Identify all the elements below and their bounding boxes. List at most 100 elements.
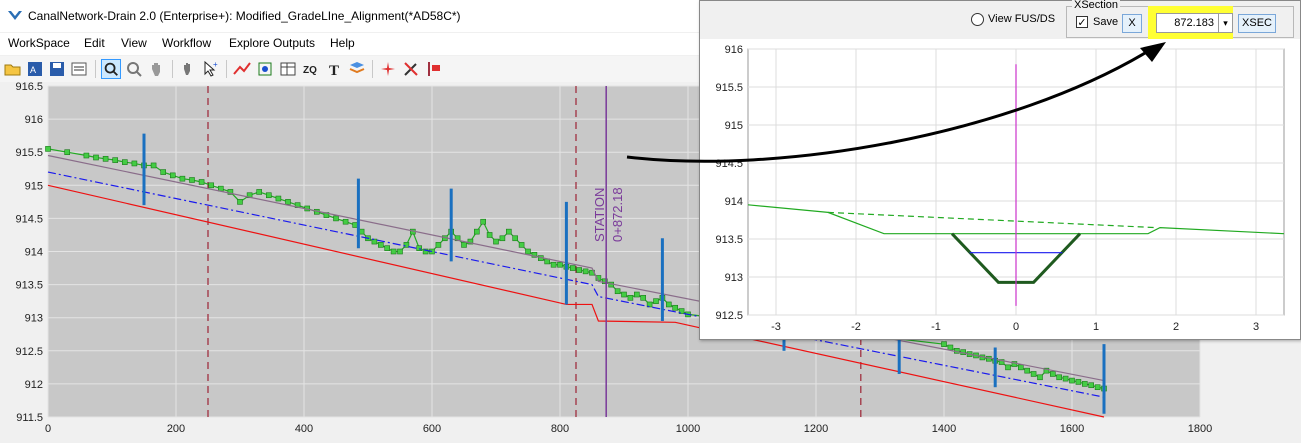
y-tick-label: 916 bbox=[725, 44, 743, 56]
menu-workflow[interactable]: Workflow bbox=[162, 36, 212, 50]
ground-point bbox=[550, 261, 557, 268]
save-as-icon[interactable]: A bbox=[25, 59, 45, 79]
save-checkbox[interactable]: ✓ bbox=[1076, 16, 1088, 29]
ground-point bbox=[525, 248, 531, 255]
y-tick-label: 912.5 bbox=[715, 310, 743, 322]
pan-hand-icon[interactable] bbox=[147, 59, 167, 79]
ground-point bbox=[1043, 367, 1050, 374]
open-folder-icon[interactable] bbox=[3, 59, 23, 79]
y-tick-label: 915.5 bbox=[715, 82, 743, 94]
select-hand-icon[interactable] bbox=[178, 59, 198, 79]
ground-point bbox=[390, 248, 397, 255]
ground-point bbox=[1030, 371, 1037, 377]
save-disk-icon[interactable] bbox=[47, 59, 67, 79]
ground-point bbox=[640, 295, 647, 301]
grid-select-icon[interactable] bbox=[255, 59, 275, 79]
ground-point bbox=[422, 248, 429, 255]
ground-point bbox=[1037, 374, 1043, 381]
magnify-icon[interactable] bbox=[124, 59, 144, 79]
layers-icon[interactable] bbox=[347, 59, 367, 79]
x-tick-label: -2 bbox=[851, 321, 861, 333]
xsection-group-title: XSection bbox=[1072, 0, 1121, 11]
text-icon[interactable]: T bbox=[324, 59, 344, 79]
ground-point bbox=[461, 242, 467, 248]
y-tick-label: 913.5 bbox=[715, 234, 743, 246]
spark-icon[interactable] bbox=[378, 59, 398, 79]
ground-point bbox=[160, 169, 166, 175]
menu-help[interactable]: Help bbox=[330, 36, 355, 50]
ground-point bbox=[665, 301, 672, 308]
ground-point bbox=[1094, 384, 1101, 391]
ground-point bbox=[601, 278, 608, 285]
table-icon[interactable] bbox=[278, 59, 298, 79]
x-tick-label: 600 bbox=[423, 423, 441, 435]
ground-point bbox=[45, 146, 51, 152]
station-marker-icon[interactable] bbox=[424, 59, 444, 79]
ground-point bbox=[467, 238, 474, 245]
x-tick-label: 400 bbox=[295, 423, 313, 435]
station-label-line2: 0+872.18 bbox=[610, 187, 625, 242]
ground-point bbox=[122, 159, 128, 165]
y-tick-label: 912 bbox=[25, 379, 43, 391]
x-tick-label: 1 bbox=[1093, 321, 1099, 333]
xsection-popup: View FUS/DS XSection ✓ Save X 872.183 ▾ … bbox=[699, 0, 1301, 340]
properties-icon[interactable] bbox=[69, 59, 89, 79]
y-tick-label: 914.5 bbox=[15, 213, 43, 225]
ground-point bbox=[473, 228, 480, 235]
ground-point bbox=[941, 341, 947, 347]
zq-icon[interactable]: ZQ bbox=[301, 59, 321, 79]
ground-point bbox=[653, 298, 659, 304]
ground-point bbox=[112, 157, 118, 163]
y-tick-label: 915 bbox=[25, 180, 43, 192]
ground-point bbox=[256, 189, 263, 195]
station-dropdown-button[interactable]: ▾ bbox=[1218, 13, 1233, 33]
ground-point bbox=[64, 149, 70, 155]
x-tick-label: 1800 bbox=[1188, 423, 1212, 435]
ground-point bbox=[131, 160, 138, 167]
title-bar: CanalNetwork-Drain 2.0 (Enterprise+): Mo… bbox=[0, 0, 700, 32]
pointer-plus-icon[interactable]: + bbox=[201, 59, 221, 79]
station-label-line1: STATION bbox=[592, 188, 607, 242]
view-fus-ds-radio[interactable] bbox=[971, 13, 984, 26]
y-tick-label: 911.5 bbox=[16, 412, 43, 424]
menu-explore-outputs[interactable]: Explore Outputs bbox=[229, 36, 316, 50]
no-pen-icon[interactable] bbox=[401, 59, 421, 79]
ground-point bbox=[614, 288, 621, 295]
xsection-group: XSection ✓ Save X 872.183 ▾ XSEC bbox=[1066, 0, 1294, 50]
menu-workspace[interactable]: WorkSpace bbox=[8, 36, 70, 50]
station-input[interactable]: 872.183 bbox=[1156, 13, 1219, 33]
ground-point bbox=[499, 235, 506, 242]
xsec-button[interactable]: XSEC bbox=[1238, 14, 1276, 33]
window-title: CanalNetwork-Drain 2.0 (Enterprise+): Mo… bbox=[28, 9, 461, 23]
x-button[interactable]: X bbox=[1122, 14, 1142, 33]
ground-point bbox=[646, 301, 653, 308]
ground-point bbox=[198, 179, 205, 185]
ground-point bbox=[569, 265, 576, 271]
ground-point bbox=[505, 228, 512, 235]
y-tick-label: 912.5 bbox=[15, 346, 43, 358]
ground-point bbox=[1024, 367, 1030, 374]
ground-point bbox=[1017, 364, 1024, 371]
view-fus-ds-label: View FUS/DS bbox=[988, 13, 1056, 25]
profile-line-icon[interactable] bbox=[232, 59, 252, 79]
y-tick-label: 916 bbox=[25, 114, 43, 126]
xsection-chart[interactable]: 912.5 913 913.5 914 914.5 915 915.5 916 -3 -2 -1 0… bbox=[700, 39, 1300, 339]
ground-point bbox=[416, 245, 423, 251]
toolbar-separator bbox=[172, 60, 173, 78]
toolbar-separator bbox=[372, 60, 373, 78]
ground-point bbox=[480, 218, 487, 225]
ground-point bbox=[265, 192, 272, 199]
zoom-icon[interactable] bbox=[101, 59, 121, 79]
svg-text:+: + bbox=[213, 60, 218, 69]
ground-point bbox=[582, 268, 589, 275]
ground-point bbox=[486, 232, 493, 238]
menu-view[interactable]: View bbox=[121, 36, 147, 50]
x-tick-label: 200 bbox=[167, 423, 185, 435]
ground-point bbox=[371, 238, 378, 245]
menu-edit[interactable]: Edit bbox=[84, 36, 105, 50]
x-tick-label: 1200 bbox=[804, 423, 828, 435]
y-tick-label: 916.5 bbox=[15, 82, 43, 93]
x-tick-label: -3 bbox=[771, 321, 781, 333]
ground-point bbox=[227, 189, 234, 195]
x-tick-label: 1000 bbox=[676, 423, 700, 435]
